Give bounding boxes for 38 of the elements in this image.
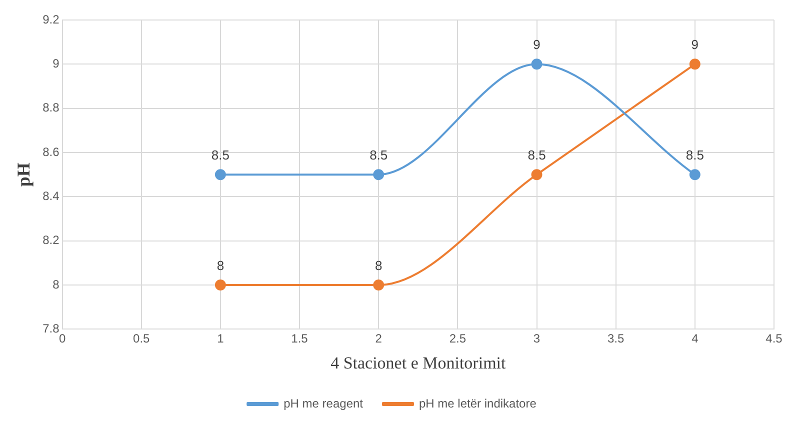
x-axis-title: 4 Stacionet e Monitorimit: [330, 353, 506, 372]
point: [214, 169, 226, 180]
y-axis-title: pH: [13, 162, 34, 187]
y-tick-label: 9.2: [42, 12, 60, 26]
y-tick-label: 7.8: [42, 322, 60, 336]
legend-label: pH me reagent: [284, 396, 364, 410]
y-tick-label: 8.2: [42, 233, 60, 248]
x-tick-label: 4.5: [766, 332, 783, 346]
x-tick-label: 1: [217, 332, 224, 346]
x-tick-label: 2: [375, 332, 382, 346]
data-label: 8: [216, 258, 224, 274]
x-tick-label: 0.5: [133, 332, 150, 346]
data-label: 9: [533, 37, 540, 52]
point: [373, 169, 384, 180]
y-tick-label: 8: [52, 277, 60, 292]
point: [373, 280, 384, 291]
data-label: 8.5: [528, 148, 546, 163]
legend-label: pH me letër indikatore: [418, 396, 537, 410]
x-tick-label: 0: [58, 332, 66, 346]
data-label: 8.5: [211, 148, 230, 163]
data-label: 8.5: [686, 148, 704, 163]
point: [531, 169, 542, 180]
x-tick-label: 1.5: [291, 332, 308, 346]
data-label: 9: [691, 37, 699, 52]
point: [214, 280, 226, 291]
point: [689, 58, 700, 70]
x-tick-label: 3: [533, 332, 540, 346]
x-tick-label: 2.5: [449, 332, 466, 346]
point: [531, 58, 542, 70]
point: [689, 169, 700, 180]
data-label: 8.5: [370, 148, 388, 163]
x-tick-label: 3.5: [607, 332, 625, 346]
y-tick-label: 8.8: [42, 100, 60, 115]
y-tick-label: 8.4: [42, 189, 60, 203]
x-tick-label: 4: [692, 332, 699, 346]
y-tick-label: 9: [52, 56, 60, 70]
data-label: 8: [374, 258, 382, 274]
y-tick-label: 8.6: [42, 144, 60, 159]
